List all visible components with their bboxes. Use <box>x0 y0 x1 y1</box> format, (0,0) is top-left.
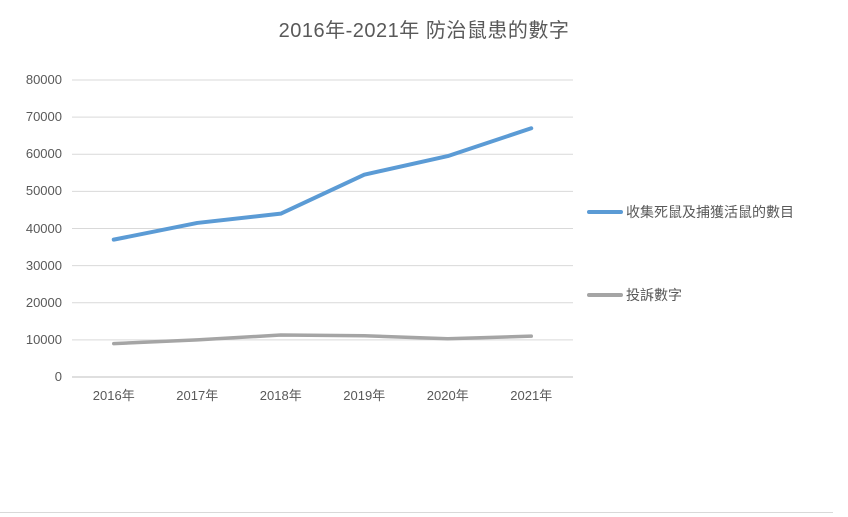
y-axis-tick-label: 80000 <box>25 72 62 87</box>
series-line-2 <box>112 333 533 346</box>
y-axis-tick-label: 40000 <box>25 220 62 236</box>
x-axis-tick-label: 2018年 <box>259 388 302 403</box>
y-axis-tick-label: 30000 <box>25 257 62 273</box>
series-line-1 <box>111 126 534 242</box>
legend-line-swatch <box>587 210 623 214</box>
y-axis-tick-label: 10000 <box>25 331 62 347</box>
x-axis-tick-label: 2017年 <box>176 388 219 403</box>
x-axis-tick-label: 2020年 <box>426 388 469 403</box>
chart-title: 2016年-2021年 防治鼠患的數字 <box>278 20 570 42</box>
y-axis-tick-label: 20000 <box>25 294 62 310</box>
legend-item: 收集死鼠及捕獲活鼠的數目 <box>587 202 794 222</box>
legend-line-swatch <box>587 293 623 297</box>
x-axis-tick-label: 2019年 <box>343 388 386 403</box>
y-axis-tick-label: 0 <box>54 369 62 384</box>
legend-item: 投訴數字 <box>587 285 682 305</box>
y-axis-tick-label: 70000 <box>25 109 62 125</box>
chart-frame-border <box>0 512 833 513</box>
y-axis-tick-label: 60000 <box>25 146 62 162</box>
x-axis-tick-label: 2021年 <box>510 388 553 403</box>
legend-label: 收集死鼠及捕獲活鼠的數目 <box>626 204 794 220</box>
x-axis-tick-label: 2016年 <box>92 388 135 403</box>
y-axis-tick-label: 50000 <box>25 183 62 199</box>
legend-label: 投訴數字 <box>626 287 682 303</box>
